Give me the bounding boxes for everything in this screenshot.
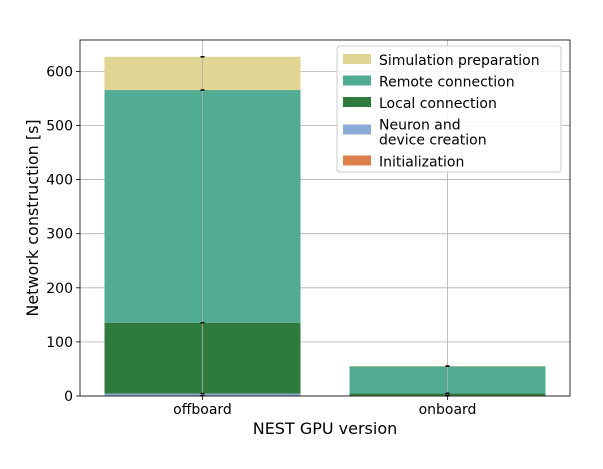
y-tick-label: 200 — [46, 281, 73, 297]
x-axis-label: NEST GPU version — [253, 419, 398, 438]
y-axis-ticks: 0 100 200 300 400 500 600 — [46, 64, 80, 405]
legend-label: Local connection — [379, 96, 497, 112]
legend-label: Simulation preparation — [379, 53, 540, 69]
legend-swatch — [343, 155, 371, 166]
legend-swatch — [343, 124, 371, 135]
x-axis-ticks: offboard onboard — [173, 396, 476, 418]
legend-label: Neuron and device creation — [379, 118, 487, 149]
y-axis-label: Network construction [s] — [23, 119, 42, 316]
legend-swatch — [343, 54, 371, 64]
legend: Simulation preparation Remote connection L… — [336, 45, 562, 173]
legend-swatch — [343, 75, 371, 86]
legend-box — [336, 45, 562, 173]
y-tick-label: 600 — [46, 64, 73, 80]
legend-item: Neuron and device creation — [343, 118, 487, 149]
legend-label: Remote connection — [379, 75, 515, 91]
plot-frame — [79, 39, 571, 397]
legend-item: Initialization — [343, 155, 464, 171]
legend-label: Initialization — [379, 155, 464, 171]
x-tick-label: onboard — [419, 402, 477, 418]
y-tick-label: 100 — [46, 335, 73, 351]
legend-item: Local connection — [343, 96, 497, 112]
legend-swatch — [343, 97, 371, 107]
y-tick-label: 400 — [46, 173, 73, 189]
y-tick-label: 0 — [64, 389, 73, 405]
y-tick-label: 300 — [46, 227, 73, 243]
legend-item: Remote connection — [343, 75, 515, 91]
legend-item: Simulation preparation — [343, 53, 540, 69]
y-tick-label: 500 — [46, 118, 73, 134]
x-tick-label: offboard — [173, 402, 232, 418]
